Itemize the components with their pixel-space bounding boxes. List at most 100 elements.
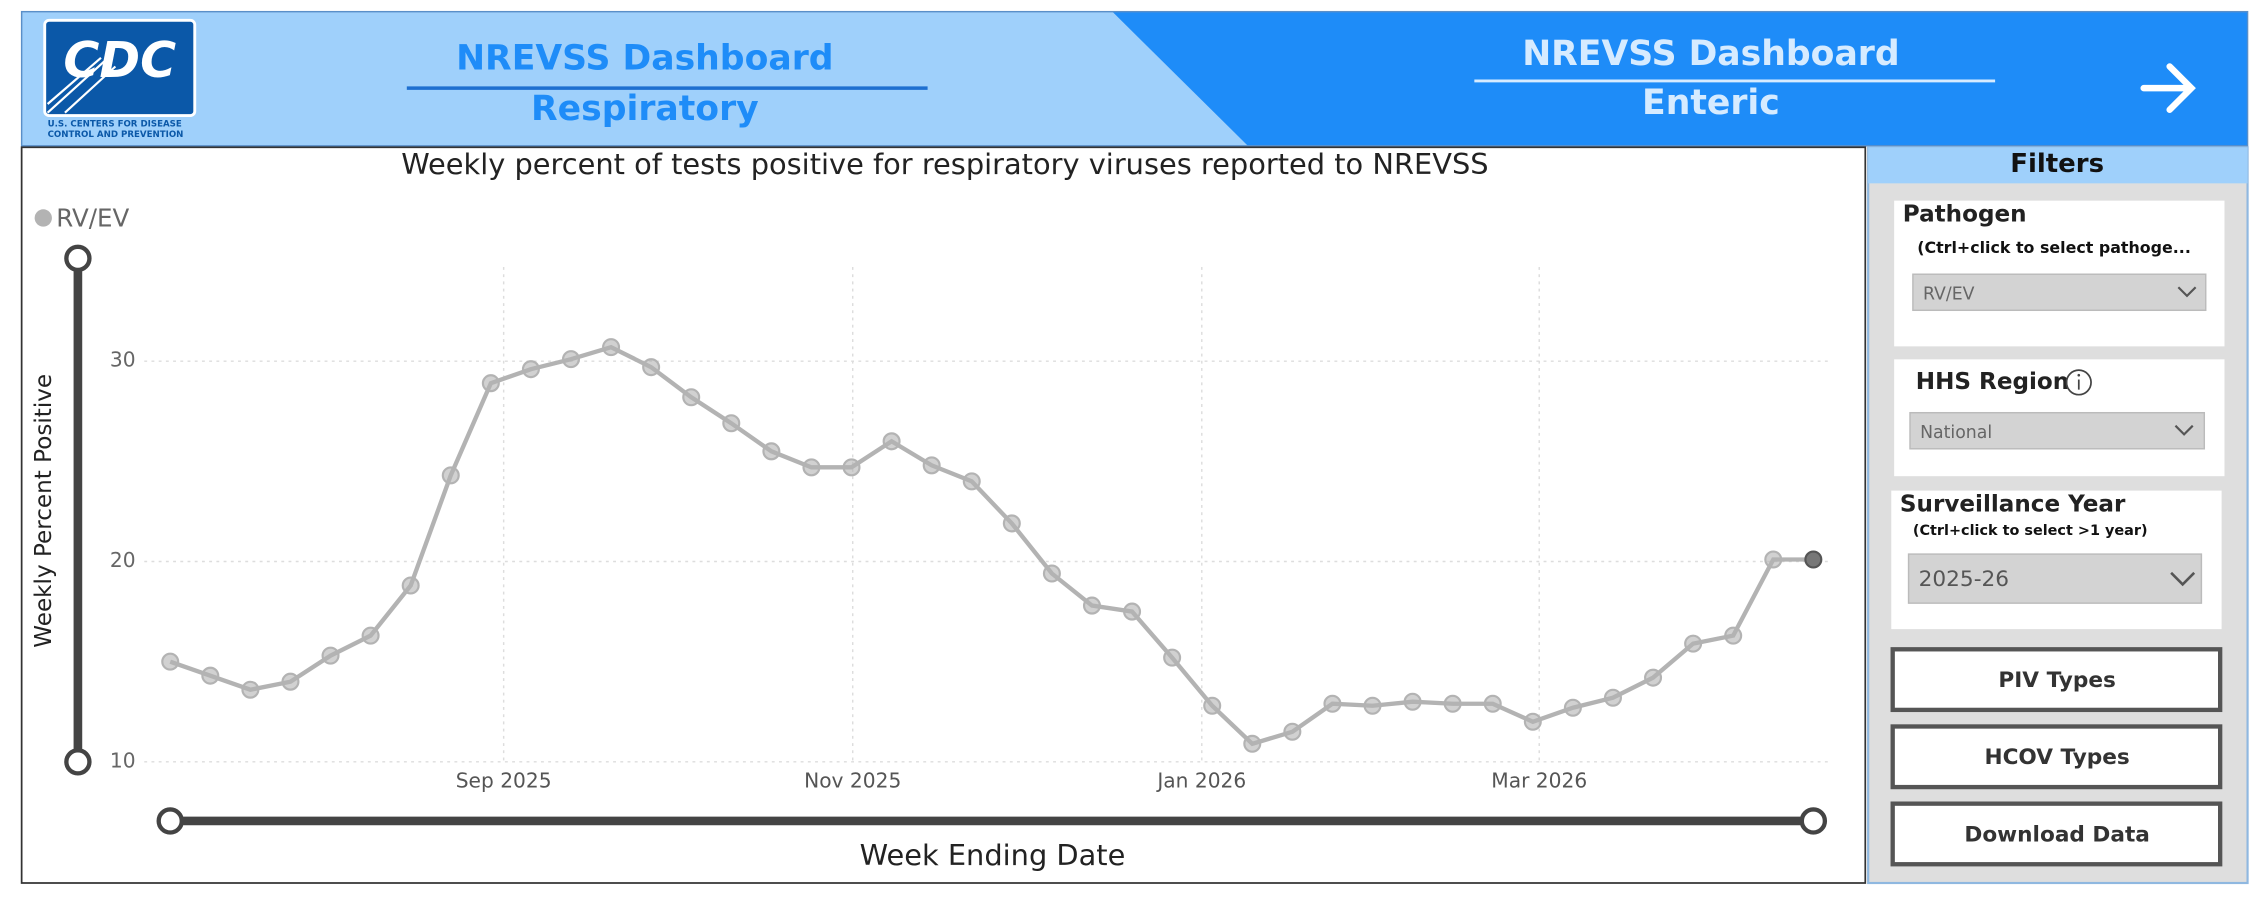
logo-caption: U.S. CENTERS FOR DISEASE <box>48 120 182 130</box>
tab-subtitle[interactable]: Respiratory <box>531 89 759 129</box>
data-point[interactable] <box>521 360 540 379</box>
data-point[interactable] <box>281 672 300 691</box>
logo-caption: CONTROL AND PREVENTION <box>48 130 184 140</box>
filters-title: Filters <box>2010 149 2104 179</box>
data-point[interactable] <box>722 414 741 433</box>
data-point[interactable] <box>1764 550 1783 569</box>
data-point[interactable] <box>1042 564 1061 583</box>
data-point[interactable] <box>241 680 260 699</box>
header-border <box>20 10 2249 147</box>
header-right-bg <box>1112 11 2248 146</box>
data-point[interactable] <box>1123 602 1142 621</box>
tab-subtitle[interactable]: Enteric <box>1642 83 1780 123</box>
chevron <box>2174 424 2194 436</box>
chart-title: Weekly percent of tests positive for res… <box>401 147 1488 181</box>
data-point[interactable] <box>962 472 981 491</box>
y-tick-label: 20 <box>110 548 136 572</box>
filter-hint: (Ctrl+click to select pathoge... <box>1917 238 2191 257</box>
legend-swatch <box>34 209 52 227</box>
data-point[interactable] <box>802 458 821 477</box>
data-point[interactable] <box>1523 712 1542 731</box>
filter-label: Surveillance Year <box>1900 492 2126 518</box>
info-icon[interactable] <box>2065 369 2092 396</box>
data-point[interactable] <box>762 442 781 461</box>
data-point[interactable] <box>1403 692 1422 711</box>
dropdown-value[interactable]: RV/EV <box>1923 284 1975 304</box>
x-axis-label: Week Ending Date <box>860 838 1126 872</box>
data-point[interactable] <box>642 358 661 377</box>
y-slider-handle[interactable] <box>64 244 92 273</box>
data-point[interactable] <box>1002 514 1021 533</box>
data-point[interactable] <box>1243 734 1262 753</box>
button[interactable] <box>1890 724 2223 790</box>
data-point[interactable] <box>682 388 701 407</box>
x-slider-handle[interactable] <box>156 807 184 835</box>
logo-text: CDC <box>63 31 176 89</box>
filter-label: Pathogen <box>1903 202 2027 228</box>
logo <box>43 18 197 117</box>
tab-respiratory[interactable]: NREVSS Dashboard Respiratory <box>406 38 928 129</box>
data-point[interactable] <box>922 456 941 475</box>
data-point[interactable] <box>1443 694 1462 713</box>
tab-title[interactable]: NREVSS Dashboard <box>456 38 833 78</box>
data-point[interactable] <box>882 432 901 451</box>
data-point[interactable] <box>201 666 220 685</box>
data-point[interactable] <box>401 576 420 595</box>
data-point[interactable] <box>1563 698 1582 717</box>
x-slider-handle[interactable] <box>1799 807 1828 835</box>
button-label[interactable]: HCOV Types <box>1984 745 2129 770</box>
data-point[interactable] <box>1483 694 1502 713</box>
data-point[interactable] <box>1603 688 1622 707</box>
data-point[interactable] <box>602 338 621 357</box>
data-point[interactable] <box>1163 648 1182 667</box>
data-point[interactable] <box>842 458 861 477</box>
dropdown-value[interactable]: 2025-26 <box>1919 567 2009 592</box>
y-slider-handle[interactable] <box>64 748 92 776</box>
button[interactable] <box>1890 647 2223 713</box>
tab-title[interactable]: NREVSS Dashboard <box>1522 34 1899 74</box>
data-point[interactable] <box>321 646 340 665</box>
region-dropdown[interactable] <box>1909 411 2206 450</box>
x-tick-label: Nov 2025 <box>804 769 901 793</box>
tab-enteric[interactable]: NREVSS Dashboard Enteric <box>1474 34 1996 123</box>
data-point[interactable] <box>1644 668 1663 687</box>
y-tick-label: 10 <box>110 748 136 772</box>
chart-panel <box>20 146 1867 884</box>
button-label[interactable]: Download Data <box>1964 822 2150 847</box>
data-point[interactable] <box>1203 696 1222 715</box>
data-point[interactable] <box>1082 596 1101 615</box>
data-point[interactable] <box>1283 722 1302 741</box>
header-left-bg <box>21 11 1248 146</box>
filter-hint: (Ctrl+click to select >1 year) <box>1913 523 2148 539</box>
chevron <box>2177 286 2197 298</box>
data-point[interactable] <box>441 466 460 485</box>
data-point[interactable] <box>1724 626 1743 645</box>
data-point[interactable] <box>1804 550 1823 569</box>
chevron <box>2170 571 2196 587</box>
data-point[interactable] <box>161 652 180 671</box>
x-tick-label: Mar 2026 <box>1491 769 1587 793</box>
plot-area: 10 20 30 Sep 2025 Nov 2025 Jan 2026 Mar 2026 <box>110 267 1830 793</box>
info-icon-dot <box>2077 373 2081 377</box>
y-axis-label: Weekly Percent Positive <box>31 374 57 648</box>
y-tick-label: 30 <box>110 348 136 372</box>
pathogen-dropdown[interactable] <box>1912 273 2207 312</box>
data-point[interactable] <box>561 350 581 369</box>
data-point[interactable] <box>361 626 380 645</box>
data-point[interactable] <box>481 374 500 393</box>
data-point[interactable] <box>1323 694 1342 713</box>
button-label[interactable]: PIV Types <box>1998 668 2115 693</box>
next-arrow[interactable] <box>2140 63 2196 114</box>
buttons: PIV Types HCOV Types Download Data <box>1890 647 2223 867</box>
dropdown-value[interactable]: National <box>1920 423 1992 443</box>
x-tick-label: Sep 2025 <box>456 769 552 793</box>
logo-stripes <box>46 57 117 114</box>
year-dropdown[interactable] <box>1907 553 2203 604</box>
button[interactable] <box>1890 801 2223 867</box>
legend-label[interactable]: RV/EV <box>56 203 129 232</box>
data-point[interactable] <box>1684 634 1703 653</box>
filters-header <box>1868 147 2248 184</box>
data-point[interactable] <box>1363 696 1382 715</box>
